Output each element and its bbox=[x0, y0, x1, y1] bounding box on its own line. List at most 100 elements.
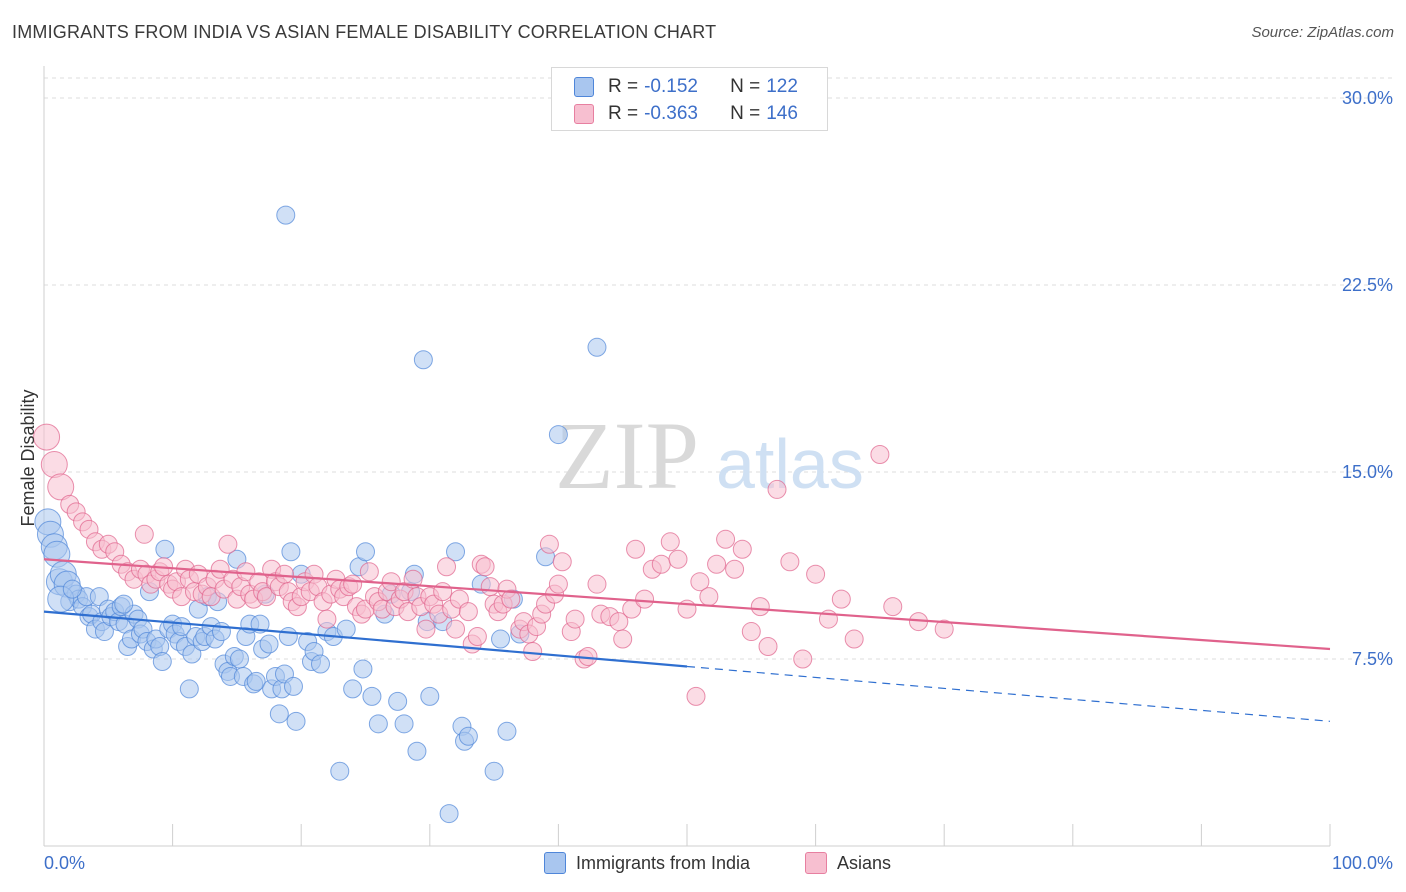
data-point bbox=[114, 594, 134, 614]
data-point bbox=[934, 619, 954, 639]
data-point bbox=[353, 659, 373, 679]
bottom-legend-label-asians: Asians bbox=[837, 852, 892, 873]
legend-r-label: R = bbox=[608, 103, 639, 124]
y-tick-label: 30.0% bbox=[1342, 88, 1393, 108]
data-point bbox=[883, 597, 903, 617]
legend-r-value: -0.363 bbox=[644, 103, 698, 124]
data-point bbox=[539, 534, 559, 554]
data-point bbox=[152, 651, 172, 671]
y-tick-label: 7.5% bbox=[1352, 649, 1393, 669]
data-point bbox=[218, 534, 238, 554]
data-point bbox=[626, 539, 646, 559]
data-point bbox=[256, 587, 276, 607]
data-point bbox=[437, 557, 457, 577]
data-point bbox=[458, 602, 478, 622]
bottom-legend-swatch-india bbox=[544, 852, 566, 874]
data-point bbox=[767, 479, 787, 499]
data-point bbox=[407, 741, 427, 761]
data-point bbox=[259, 634, 279, 654]
y-tick-label: 15.0% bbox=[1342, 462, 1393, 482]
data-point bbox=[343, 574, 363, 594]
data-point bbox=[278, 627, 298, 647]
data-point bbox=[246, 671, 266, 691]
trend-lines bbox=[43, 558, 1331, 722]
data-point bbox=[394, 714, 414, 734]
data-point bbox=[758, 637, 778, 657]
data-point bbox=[317, 609, 337, 629]
legend-n-label: N = bbox=[730, 76, 761, 97]
data-point bbox=[286, 711, 306, 731]
data-point bbox=[548, 574, 568, 594]
data-point bbox=[793, 649, 813, 669]
data-point bbox=[359, 562, 379, 582]
data-point bbox=[446, 619, 466, 639]
data-point bbox=[780, 552, 800, 572]
data-point bbox=[475, 557, 495, 577]
watermark-atlas: atlas bbox=[716, 425, 864, 503]
data-point bbox=[467, 627, 487, 647]
data-point bbox=[660, 532, 680, 552]
data-point bbox=[274, 564, 294, 584]
chart-title: IMMIGRANTS FROM INDIA VS ASIAN FEMALE DI… bbox=[12, 22, 717, 42]
data-point bbox=[439, 804, 459, 824]
data-point bbox=[62, 579, 82, 599]
legend-swatch-india bbox=[574, 77, 594, 97]
data-point bbox=[413, 350, 433, 370]
bottom-legend-asians: Asians bbox=[805, 852, 891, 874]
data-point bbox=[686, 686, 706, 706]
legend-row-india: R = -0.152 N = 122 bbox=[574, 74, 798, 100]
data-point bbox=[458, 726, 478, 746]
data-point bbox=[155, 539, 175, 559]
legend-r-value: -0.152 bbox=[644, 76, 698, 97]
data-point bbox=[134, 524, 154, 544]
x-tick-label-min: 0.0% bbox=[44, 853, 85, 873]
y-axis-label: Female Disability bbox=[18, 389, 38, 526]
data-point bbox=[229, 649, 249, 669]
watermark-zip: ZIP bbox=[555, 402, 699, 509]
data-point bbox=[844, 629, 864, 649]
legend: R = -0.152 N = 122 R = -0.363 N = 146 bbox=[551, 67, 828, 131]
data-point bbox=[635, 589, 655, 609]
data-point bbox=[501, 589, 521, 609]
data-point bbox=[548, 425, 568, 445]
y-tick-label: 22.5% bbox=[1342, 275, 1393, 295]
data-point bbox=[484, 761, 504, 781]
legend-swatch-asians bbox=[574, 104, 594, 124]
data-point bbox=[690, 572, 710, 592]
y-tick-labels: 7.5% 15.0% 22.5% 30.0% bbox=[1342, 88, 1393, 669]
data-point bbox=[707, 554, 727, 574]
data-point bbox=[362, 686, 382, 706]
data-point bbox=[725, 559, 745, 579]
legend-n-label: N = bbox=[730, 103, 761, 124]
data-point bbox=[33, 423, 61, 451]
data-point bbox=[491, 629, 511, 649]
data-point bbox=[336, 619, 356, 639]
data-point bbox=[210, 559, 230, 579]
data-point bbox=[699, 587, 719, 607]
data-point bbox=[552, 552, 572, 572]
chart-source: Source: ZipAtlas.com bbox=[1251, 24, 1394, 41]
data-point bbox=[47, 473, 75, 501]
data-point bbox=[388, 691, 408, 711]
data-point bbox=[613, 629, 633, 649]
data-point bbox=[716, 529, 736, 549]
data-point bbox=[668, 549, 688, 569]
data-point bbox=[806, 564, 826, 584]
data-point bbox=[310, 654, 330, 674]
data-point bbox=[587, 337, 607, 357]
data-point bbox=[420, 686, 440, 706]
data-point bbox=[416, 619, 436, 639]
series-india-points bbox=[34, 205, 607, 824]
data-point bbox=[565, 609, 585, 629]
data-point bbox=[480, 577, 500, 597]
data-point bbox=[381, 572, 401, 592]
data-point bbox=[356, 542, 375, 562]
trend-line-asians bbox=[43, 558, 1331, 651]
data-point bbox=[281, 542, 301, 562]
data-point bbox=[269, 704, 289, 724]
bottom-legend-label-india: Immigrants from India bbox=[576, 852, 751, 873]
legend-row-asians: R = -0.363 N = 146 bbox=[574, 101, 798, 127]
data-point bbox=[433, 582, 453, 602]
data-point bbox=[523, 642, 543, 662]
